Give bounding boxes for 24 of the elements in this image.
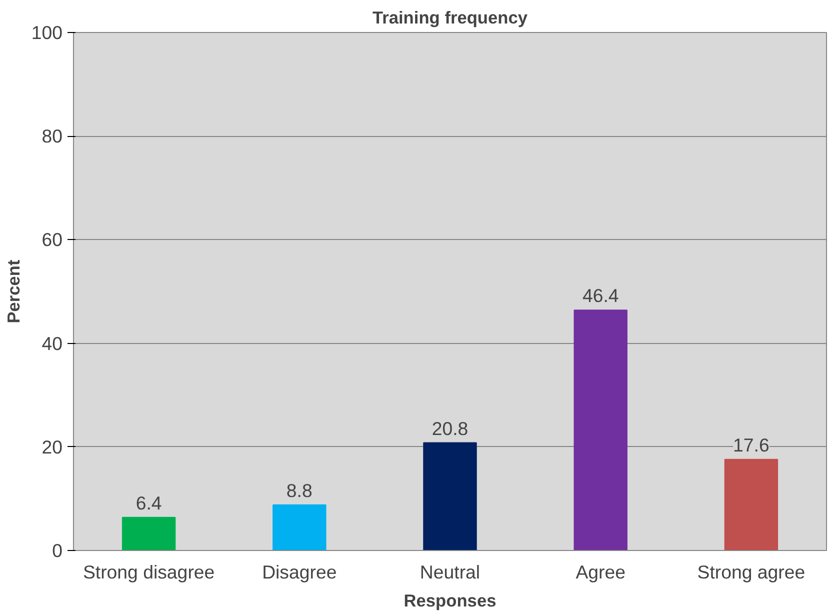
x-tick-label: Agree [576, 562, 626, 582]
chart-title: Training frequency [372, 8, 528, 28]
bar [574, 310, 628, 550]
y-tick-label: 20 [42, 436, 63, 458]
y-tick-label: 40 [42, 332, 63, 354]
bar [423, 442, 477, 550]
data-label: 20.8 [432, 418, 468, 439]
x-tick-label: Disagree [262, 562, 337, 582]
bar [724, 458, 778, 550]
y-tick-label: 100 [31, 22, 63, 43]
data-label: 8.8 [286, 480, 312, 501]
y-tick-label: 60 [42, 229, 63, 250]
x-axis-title: Responses [404, 590, 496, 610]
x-tick-label: Strong disagree [82, 562, 215, 582]
data-label: 17.6 [733, 434, 770, 456]
x-tick-label: Strong agree [697, 562, 806, 582]
bar [272, 504, 326, 550]
data-label: 46.4 [582, 285, 619, 306]
data-label: 6.4 [136, 492, 162, 514]
y-tick-label: 80 [42, 126, 63, 147]
bar [122, 516, 176, 550]
y-tick-label: 0 [52, 540, 63, 561]
x-tick-label: Neutral [420, 562, 480, 582]
y-axis-title: Percent [3, 259, 24, 324]
